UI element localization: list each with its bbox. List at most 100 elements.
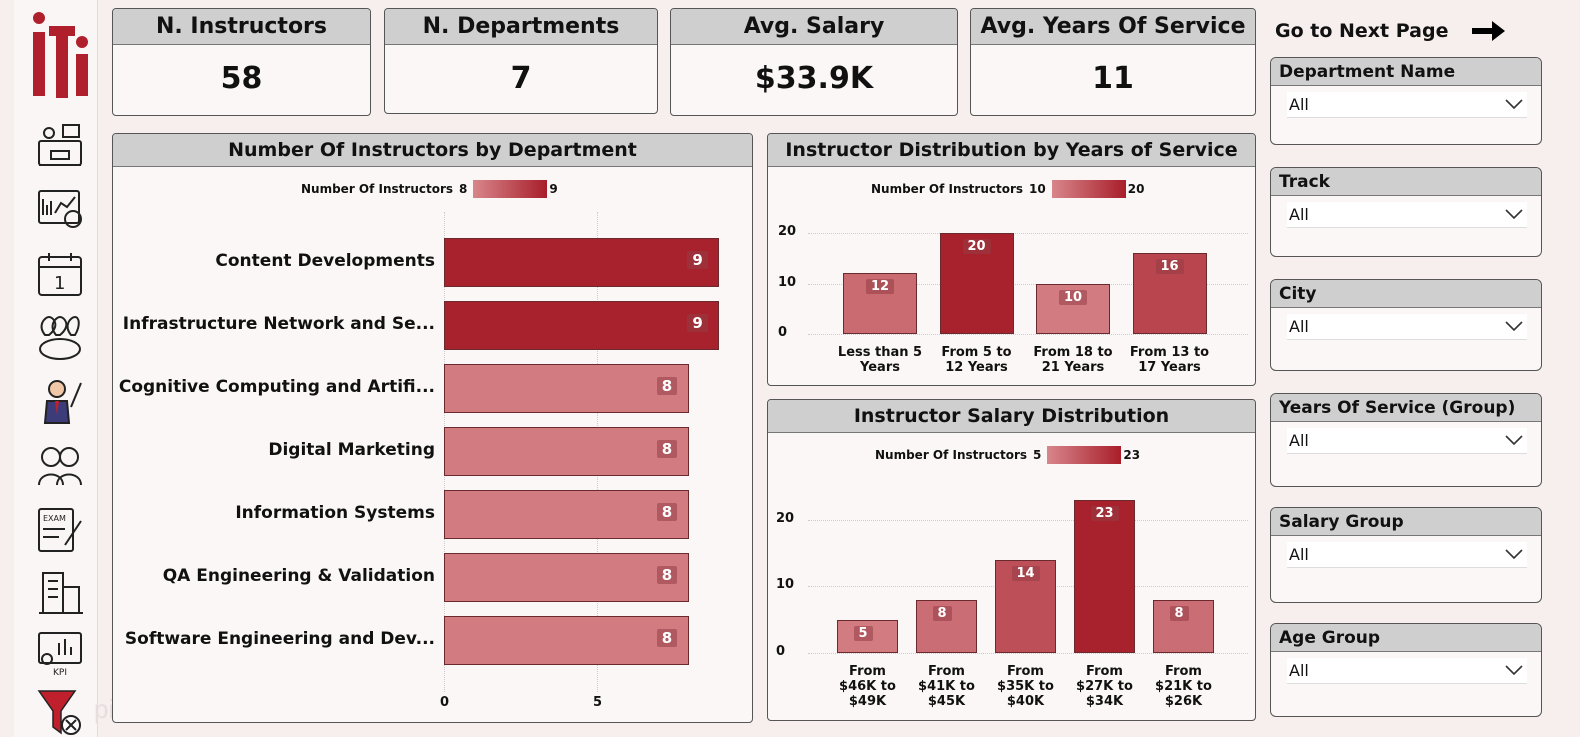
iti-logo	[30, 8, 94, 104]
years-of-service-dropdown[interactable]: All	[1287, 428, 1527, 454]
dropdown-value: All	[1289, 661, 1309, 680]
data-label: 12	[866, 279, 895, 295]
chevron-down-icon	[1505, 95, 1523, 114]
category-label: From 18 to 21 Years	[1022, 345, 1124, 375]
kpi-label: Avg. Salary	[671, 9, 957, 45]
data-label: 8	[656, 503, 678, 521]
kpi-salary-card: Avg. Salary $33.9K	[670, 8, 958, 116]
legend-label: Number Of Instructors	[871, 182, 1024, 196]
hr-icon[interactable]	[34, 120, 86, 172]
kpi-instructors-card: N. Instructors 58	[112, 8, 371, 116]
data-label: 16	[1155, 259, 1184, 275]
city-dropdown[interactable]: All	[1287, 314, 1527, 340]
instructor-icon[interactable]	[34, 376, 86, 428]
category-label: From $21K to $26K	[1139, 664, 1228, 709]
category-label-line: $26K	[1164, 694, 1203, 709]
category-label-line: From	[849, 664, 886, 679]
slicer-label: Salary Group	[1271, 508, 1541, 536]
chevron-down-icon	[1505, 661, 1523, 680]
category-label-line: $46K to	[839, 679, 896, 694]
age-group-dropdown[interactable]: All	[1287, 658, 1527, 684]
category-label-line: From	[1165, 664, 1202, 679]
category-label-line: 12 Years	[945, 360, 1008, 375]
calendar-icon[interactable]: 1	[34, 248, 86, 300]
exam-icon[interactable]: EXAM	[34, 504, 86, 556]
gridline	[808, 334, 1248, 335]
legend-label: Number Of Instructors	[875, 448, 1028, 462]
dropdown-value: All	[1289, 545, 1309, 564]
slicer-years-of-service: Years Of Service (Group) All	[1270, 393, 1542, 487]
kpi-years-card: Avg. Years Of Service 11	[970, 8, 1256, 116]
y-tick-label: 20	[776, 510, 795, 526]
category-label-line: From	[1007, 664, 1044, 679]
category-label-line: Less than 5	[837, 345, 923, 360]
category-label-line: From	[928, 664, 965, 679]
category-label: From $41K to $45K	[902, 664, 991, 709]
salary-group-dropdown[interactable]: All	[1287, 542, 1527, 568]
chevron-down-icon	[1505, 545, 1523, 564]
category-label-line: $41K to	[918, 679, 975, 694]
data-label: 23	[1090, 506, 1119, 521]
svg-text:1: 1	[54, 273, 65, 294]
bar	[444, 364, 689, 413]
gridline	[808, 283, 1248, 285]
kpi-departments-card: N. Departments 7	[384, 8, 658, 114]
category-label: QA Engineering & Validation	[162, 566, 435, 586]
years-chart-plot: 0 10 20 12 Less than 5 Years 20 From 5 to 12 Yea…	[768, 134, 1255, 385]
data-label: 20	[962, 239, 991, 254]
slicer-track: Track All	[1270, 167, 1542, 257]
x-tick-label: 5	[593, 695, 603, 710]
data-label: 9	[687, 251, 708, 269]
slicer-label: Years Of Service (Group)	[1271, 394, 1541, 422]
y-tick-label: 10	[778, 274, 797, 290]
chart-title: Number Of Instructors by Department	[113, 134, 752, 167]
track-dropdown[interactable]: All	[1287, 202, 1527, 228]
chevron-down-icon	[1505, 317, 1523, 336]
category-label-line: $40K	[1006, 694, 1045, 709]
locations-icon[interactable]	[34, 312, 86, 364]
data-label: 8	[656, 440, 678, 458]
clear-filter-icon[interactable]	[34, 686, 86, 737]
data-label: 8	[656, 629, 678, 647]
legend-max: 9	[549, 182, 558, 196]
next-page-button[interactable]: Go to Next Page	[1275, 16, 1515, 46]
gridline	[808, 653, 1248, 654]
category-label-line: From 5 to	[941, 345, 1012, 360]
buildings-icon[interactable]	[34, 566, 86, 618]
y-tick-label: 0	[776, 644, 786, 659]
category-label-line: From 13 to	[1129, 345, 1210, 360]
data-label: 8	[1169, 605, 1189, 621]
chart-legend: Number Of Instructors 8 9	[301, 180, 558, 198]
legend-gradient	[1047, 446, 1122, 464]
kpi-icon[interactable]: KPI	[34, 628, 86, 680]
category-label: Infrastructure Network and Se...	[122, 314, 435, 334]
dropdown-value: All	[1289, 95, 1309, 114]
category-label: Digital Marketing	[268, 440, 435, 460]
legend-min: 5	[1033, 448, 1042, 462]
category-label: From 13 to 17 Years	[1119, 345, 1221, 375]
data-label: 5	[853, 625, 873, 641]
kpi-value: $33.9K	[754, 61, 874, 96]
arrow-right-icon	[1472, 21, 1506, 41]
category-label: From $27K to $34K	[1060, 664, 1149, 709]
y-tick-label: 10	[776, 577, 795, 593]
kpi-value: 11	[1092, 61, 1134, 96]
bar	[444, 238, 720, 287]
svg-text:KPI: KPI	[53, 668, 67, 678]
legend-min: 10	[1029, 182, 1046, 196]
department-dropdown[interactable]: All	[1287, 92, 1527, 118]
gridline	[808, 233, 1248, 234]
analytics-icon[interactable]	[34, 184, 86, 236]
category-label-line: From	[1086, 664, 1123, 679]
bar	[444, 490, 689, 539]
legend-gradient	[473, 180, 548, 198]
category-label: From $35K to $40K	[981, 664, 1070, 709]
legend-min: 8	[459, 182, 468, 196]
chart-title: Instructor Distribution by Years of Serv…	[768, 134, 1255, 167]
bar	[995, 559, 1056, 653]
dropdown-value: All	[1289, 317, 1309, 336]
legend-max: 23	[1123, 448, 1141, 462]
bar	[444, 427, 689, 476]
category-label: Information Systems	[235, 503, 435, 523]
students-icon[interactable]	[34, 440, 86, 492]
